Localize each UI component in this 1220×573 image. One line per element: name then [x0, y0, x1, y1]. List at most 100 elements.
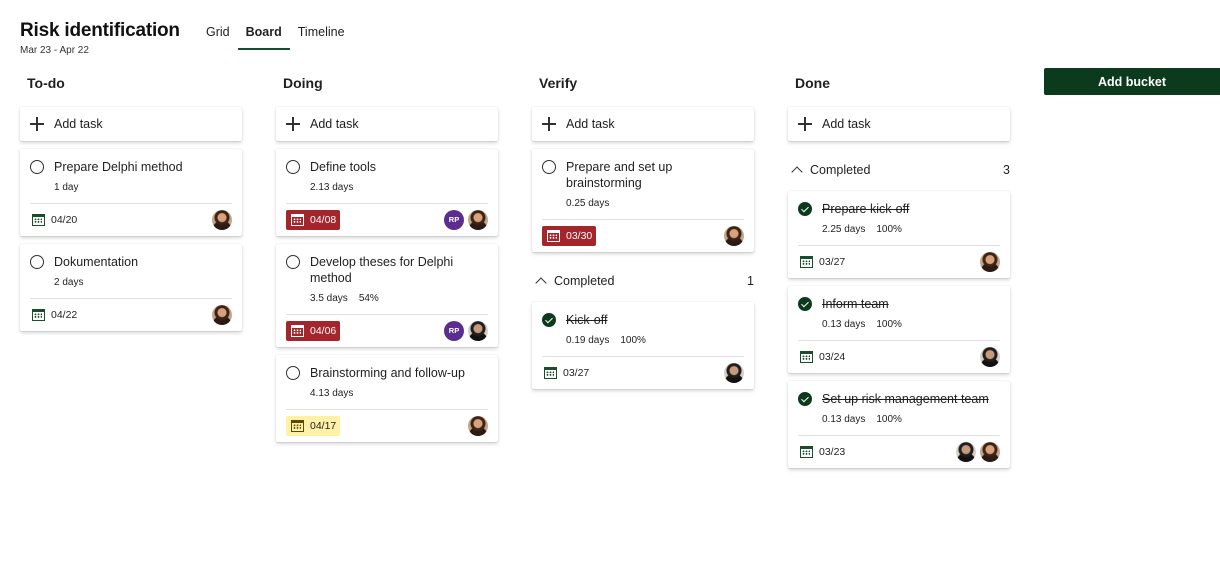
calendar-icon — [800, 445, 813, 458]
due-date[interactable]: 04/22 — [30, 305, 81, 325]
task-title: Prepare kick-off — [822, 202, 910, 216]
task-duration: 3.5 days — [310, 293, 348, 304]
task-duration: 0.13 days — [822, 414, 866, 425]
completed-check-icon[interactable] — [542, 313, 556, 327]
avatar[interactable] — [980, 251, 1000, 272]
task-card[interactable]: Prepare and set up brainstorming 0.25 da… — [532, 149, 754, 252]
page-title: Risk identification — [20, 20, 180, 41]
add-task-label: Add task — [310, 117, 359, 131]
avatar[interactable] — [980, 441, 1000, 462]
avatar[interactable] — [468, 209, 488, 230]
complete-checkbox[interactable] — [286, 255, 300, 269]
bucket-doing: Doing Add task Define tools 2.13 days 04… — [276, 74, 498, 442]
task-card[interactable]: Brainstorming and follow-up 4.13 days 04… — [276, 355, 498, 442]
task-title: Develop theses for Delphi method — [310, 255, 454, 285]
add-task-button[interactable]: Add task — [276, 107, 498, 141]
due-date-label: 03/23 — [819, 445, 846, 458]
tab-grid[interactable]: Grid — [206, 25, 230, 39]
calendar-icon — [800, 350, 813, 363]
calendar-icon — [32, 213, 45, 226]
bucket-title[interactable]: Verify — [539, 75, 578, 91]
task-card-completed[interactable]: Prepare kick-off 2.25 days 100% 03/27 — [788, 191, 1010, 278]
calendar-icon — [32, 308, 45, 321]
avatar[interactable] — [956, 441, 976, 462]
bucket-title[interactable]: Doing — [283, 75, 323, 91]
due-date[interactable]: 04/20 — [30, 210, 81, 230]
task-card[interactable]: Prepare Delphi method 1 day 04/20 — [20, 149, 242, 236]
due-date-soon[interactable]: 04/17 — [286, 415, 341, 436]
completed-check-icon[interactable] — [798, 297, 812, 311]
add-bucket-button[interactable]: Add bucket — [1044, 68, 1220, 95]
due-date-label: 03/30 — [566, 229, 593, 242]
completed-check-icon[interactable] — [798, 392, 812, 406]
due-date-label: 03/27 — [819, 255, 846, 268]
task-title: Set up risk management team — [822, 392, 989, 406]
bucket-to-do: To-do Add task Prepare Delphi method 1 d… — [20, 74, 242, 331]
due-date-overdue[interactable]: 04/08 — [286, 209, 341, 230]
complete-checkbox[interactable] — [30, 255, 44, 269]
due-date-overdue[interactable]: 04/06 — [286, 320, 341, 341]
task-card[interactable]: Develop theses for Delphi method 3.5 day… — [276, 244, 498, 347]
calendar-icon — [291, 324, 304, 337]
task-duration: 2.25 days — [822, 224, 866, 235]
due-date[interactable]: 03/27 — [798, 252, 849, 272]
due-date-label: 04/22 — [51, 308, 78, 321]
completed-section-toggle[interactable]: Completed 3 — [788, 160, 1010, 180]
completed-label: Completed — [810, 163, 871, 177]
completed-section-toggle[interactable]: Completed 1 — [532, 271, 754, 291]
task-progress: 100% — [876, 414, 902, 425]
completed-count: 3 — [1003, 163, 1010, 177]
avatar[interactable] — [212, 304, 232, 325]
tab-timeline[interactable]: Timeline — [297, 25, 345, 39]
chevron-up-icon — [535, 277, 547, 289]
task-card[interactable]: Define tools 2.13 days 04/08 RP — [276, 149, 498, 236]
avatar[interactable] — [468, 320, 488, 341]
task-card-completed[interactable]: Inform team 0.13 days 100% 03/24 — [788, 286, 1010, 373]
complete-checkbox[interactable] — [542, 160, 556, 174]
view-tabs: Grid Board Timeline — [198, 24, 353, 50]
due-date-overdue[interactable]: 03/30 — [542, 225, 597, 246]
due-date[interactable]: 03/23 — [798, 442, 849, 462]
task-duration: 0.25 days — [566, 198, 610, 209]
task-progress: 100% — [876, 224, 902, 235]
avatar[interactable] — [724, 225, 744, 246]
bucket-title[interactable]: To-do — [27, 75, 65, 91]
task-duration: 2 days — [54, 277, 84, 288]
task-title: Inform team — [822, 297, 889, 311]
due-date-label: 03/27 — [563, 366, 590, 379]
due-date[interactable]: 03/24 — [798, 347, 849, 367]
complete-checkbox[interactable] — [286, 160, 300, 174]
task-title: Brainstorming and follow-up — [310, 366, 465, 380]
complete-checkbox[interactable] — [286, 366, 300, 380]
tab-board[interactable]: Board — [237, 24, 290, 50]
plan-header: Risk identification Mar 23 - Apr 22 — [20, 20, 180, 56]
add-task-button[interactable]: Add task — [788, 107, 1010, 141]
task-title: Define tools — [310, 160, 377, 174]
avatar-initials[interactable]: RP — [444, 320, 464, 341]
bucket-done: Done Add task Completed 3 Prepare kick-o… — [788, 74, 1010, 468]
add-task-label: Add task — [54, 117, 103, 131]
task-duration: 0.19 days — [566, 335, 610, 346]
due-date-label: 04/17 — [310, 419, 337, 432]
completed-count: 1 — [747, 274, 754, 288]
bucket-title[interactable]: Done — [795, 75, 830, 91]
add-task-button[interactable]: Add task — [20, 107, 242, 141]
due-date-label: 04/20 — [51, 213, 78, 226]
task-duration: 2.13 days — [310, 182, 354, 193]
task-progress: 100% — [620, 335, 646, 346]
completed-check-icon[interactable] — [798, 202, 812, 216]
add-task-label: Add task — [566, 117, 615, 131]
add-task-button[interactable]: Add task — [532, 107, 754, 141]
avatar[interactable] — [724, 362, 744, 383]
due-date[interactable]: 03/27 — [542, 363, 593, 383]
avatar-initials[interactable]: RP — [444, 209, 464, 230]
avatar[interactable] — [468, 415, 488, 436]
task-card[interactable]: Dokumentation 2 days 04/22 — [20, 244, 242, 331]
task-progress: 100% — [876, 319, 902, 330]
avatar[interactable] — [212, 209, 232, 230]
task-card-completed[interactable]: Set up risk management team 0.13 days 10… — [788, 381, 1010, 468]
avatar[interactable] — [980, 346, 1000, 367]
task-card-completed[interactable]: Kick-off 0.19 days 100% 03/27 — [532, 302, 754, 389]
bucket-verify: Verify Add task Prepare and set up brain… — [532, 74, 754, 389]
complete-checkbox[interactable] — [30, 160, 44, 174]
